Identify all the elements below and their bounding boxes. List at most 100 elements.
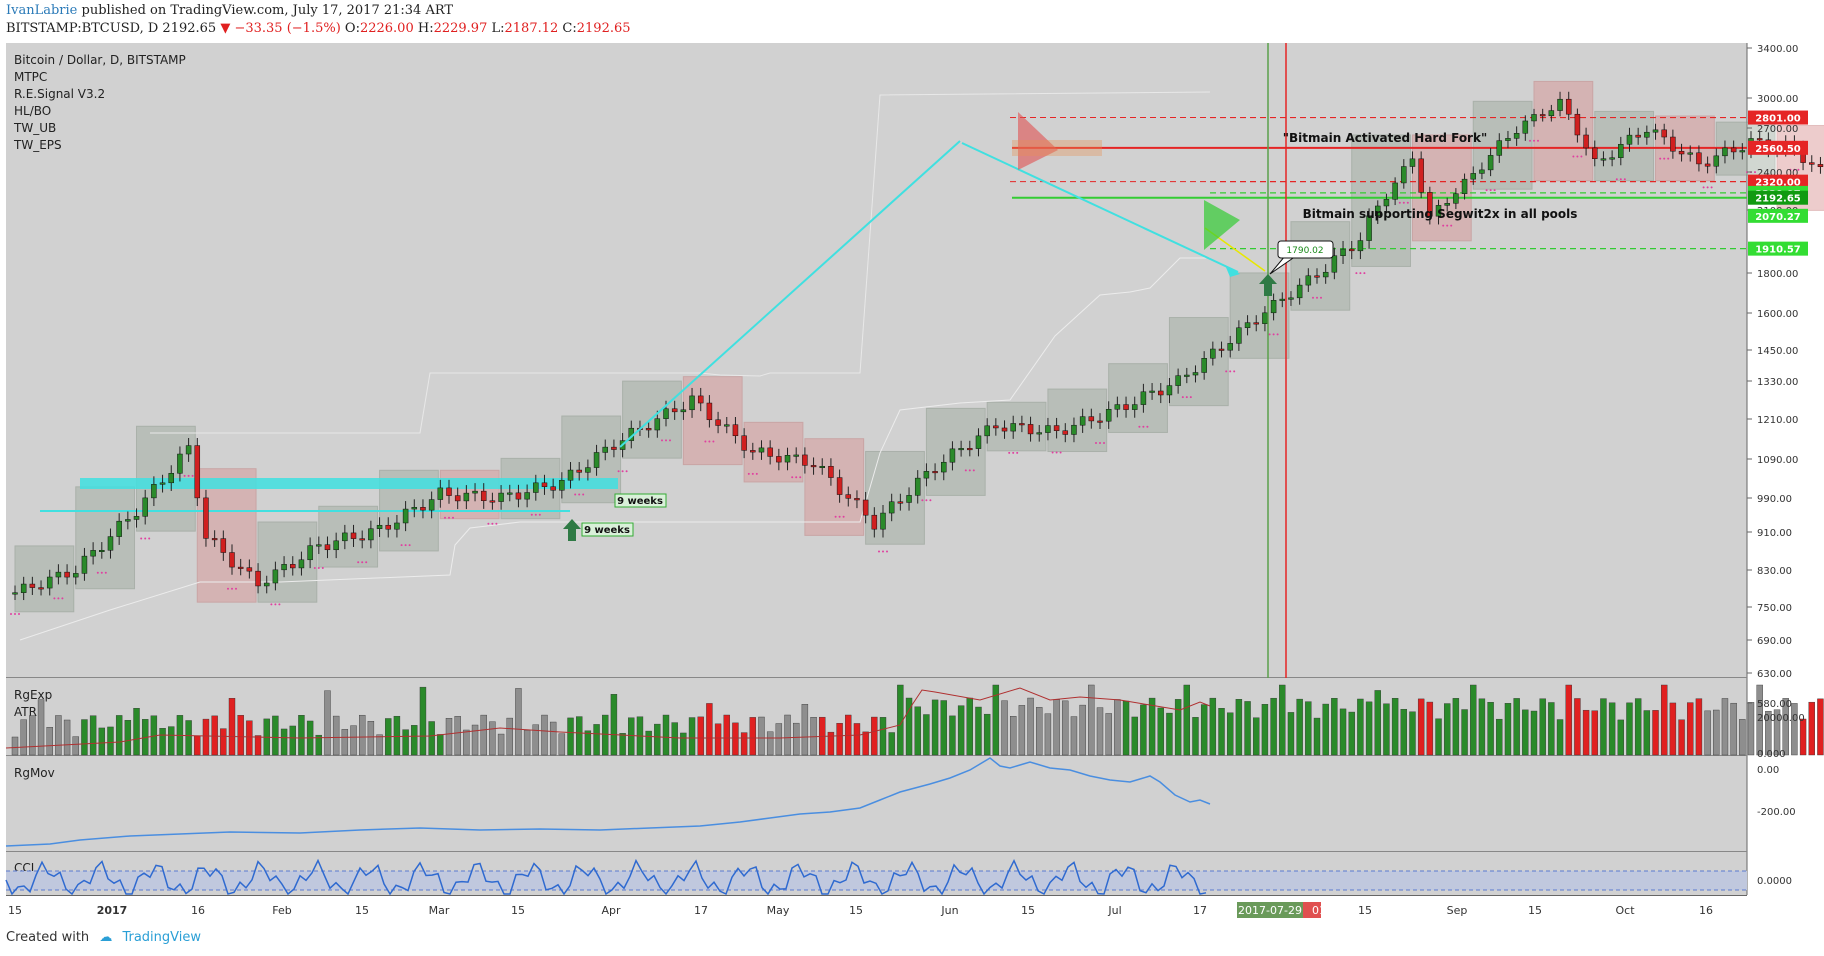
volume-bar (168, 726, 175, 756)
signal-dot (661, 439, 663, 442)
volume-bar (723, 714, 730, 756)
candle-body (1210, 348, 1216, 359)
candle-body (1704, 163, 1711, 167)
cci-line (5, 858, 1207, 896)
candle-body (1565, 98, 1572, 115)
volume-bar (966, 697, 973, 756)
signal-dot (538, 513, 541, 516)
volume-bar (1496, 718, 1503, 756)
candle-body (1730, 147, 1737, 153)
volume-bar (975, 706, 982, 756)
trailing-envelope (19, 91, 1211, 641)
signal-dot (1312, 296, 1314, 299)
price-label-tag (1748, 110, 1808, 125)
volume-bar (1400, 708, 1408, 756)
candle-body (593, 452, 600, 468)
weeks-label-box-1[interactable] (614, 493, 667, 508)
candle-body (1670, 136, 1676, 152)
time-axis-tick: 01 (1312, 904, 1326, 917)
candle-body (1583, 134, 1589, 149)
volume-bar (46, 727, 53, 756)
time-axis-tick: 16 (191, 904, 205, 917)
volume-bar (793, 722, 800, 756)
volume-bar (332, 715, 340, 756)
volume-bar (1157, 707, 1164, 756)
candle-body (298, 559, 305, 569)
last-price: 2192.65 (162, 21, 217, 36)
volume-bar (879, 717, 887, 756)
volume-axis-tick: 20000.00 (1757, 713, 1805, 724)
volume-bar (1244, 701, 1251, 756)
candle-body (862, 499, 869, 516)
signal-dot (14, 613, 16, 616)
volume-legend-rgexp[interactable]: RgExp (14, 688, 52, 702)
candle-body (1531, 114, 1537, 122)
legend-title[interactable]: Bitcoin / Dollar, D, BITSTAMP (14, 53, 186, 67)
volume-bar (888, 732, 895, 756)
price-label-value: 2560.50 (1755, 144, 1801, 155)
volume-bar (1174, 699, 1182, 756)
open-label: O: (344, 21, 360, 36)
candle-body (1088, 416, 1095, 422)
target-callout[interactable] (1277, 240, 1334, 259)
volume-bar (280, 728, 288, 756)
legend-twub[interactable]: TW_UB (13, 121, 56, 135)
candle-body (1192, 372, 1199, 376)
volume-bar (1166, 712, 1173, 756)
candle-body (576, 469, 582, 473)
candle-body (750, 450, 756, 453)
volume-bar (1296, 698, 1303, 756)
signal-dot (1316, 296, 1318, 299)
signal-dot (582, 493, 585, 496)
volume-bar (645, 730, 652, 756)
rgmov-legend[interactable]: RgMov (14, 766, 55, 780)
candle-body (758, 447, 765, 453)
volume-bar (402, 729, 409, 756)
signal-dot (1138, 425, 1141, 428)
volume-bar (115, 715, 123, 756)
signal-dot (1059, 451, 1062, 454)
time-axis[interactable]: 15 2017 16 Feb 15 Mar 15 Apr 17 May 15 Jun 15 Jul 17 20… (8, 902, 1713, 918)
candle-body (1678, 150, 1685, 155)
price-levels (1010, 116, 1747, 250)
candle-body (1817, 164, 1824, 168)
segwit-annotation[interactable]: Bitmain supporting Segwit2x in all pools (1303, 207, 1578, 221)
volume-bar (1096, 707, 1104, 756)
candle-body (359, 538, 365, 541)
candle-body (654, 418, 661, 431)
hard-fork-annotation[interactable]: "Bitmain Activated Hard Fork" (1283, 131, 1487, 145)
rgmov-pane[interactable] (6, 756, 1747, 851)
weeks-label-box-2[interactable] (581, 522, 634, 537)
legend-resignal[interactable]: R.E.Signal V3.2 (14, 87, 105, 101)
legend-hlbo[interactable]: HL/BO (14, 104, 51, 118)
volume-bar (454, 716, 461, 756)
tradingview-link[interactable]: TradingView (122, 930, 201, 945)
date-marker (1237, 902, 1303, 918)
volume-bar (775, 723, 783, 756)
volume-bar (37, 699, 45, 756)
candle-body (715, 419, 721, 426)
signal-dot (747, 472, 750, 475)
volume-bar (602, 714, 609, 756)
candle-body (819, 465, 825, 468)
author-link[interactable]: IvanLabrie (6, 3, 78, 18)
volume-bar (20, 719, 27, 756)
signal-dot (795, 476, 798, 479)
volume-bar (1287, 712, 1295, 756)
legend-mtpc[interactable]: MTPC (14, 70, 47, 84)
footer: Created with ☁ TradingView (6, 930, 201, 945)
candle-body (1809, 162, 1815, 165)
tradingview-logo-icon[interactable]: ☁ (99, 930, 113, 945)
volume-bar (983, 713, 991, 756)
volume-bar (1756, 684, 1763, 756)
volume-bar (72, 736, 79, 756)
legend-tweps[interactable]: TW_EPS (13, 138, 62, 152)
volume-bar (541, 714, 548, 756)
signal-dot (444, 516, 446, 519)
candle-body (1348, 248, 1355, 252)
signal-dot (886, 550, 888, 553)
candle-body (1756, 138, 1763, 141)
volume-bar (923, 714, 930, 756)
volume-bar (827, 731, 835, 756)
